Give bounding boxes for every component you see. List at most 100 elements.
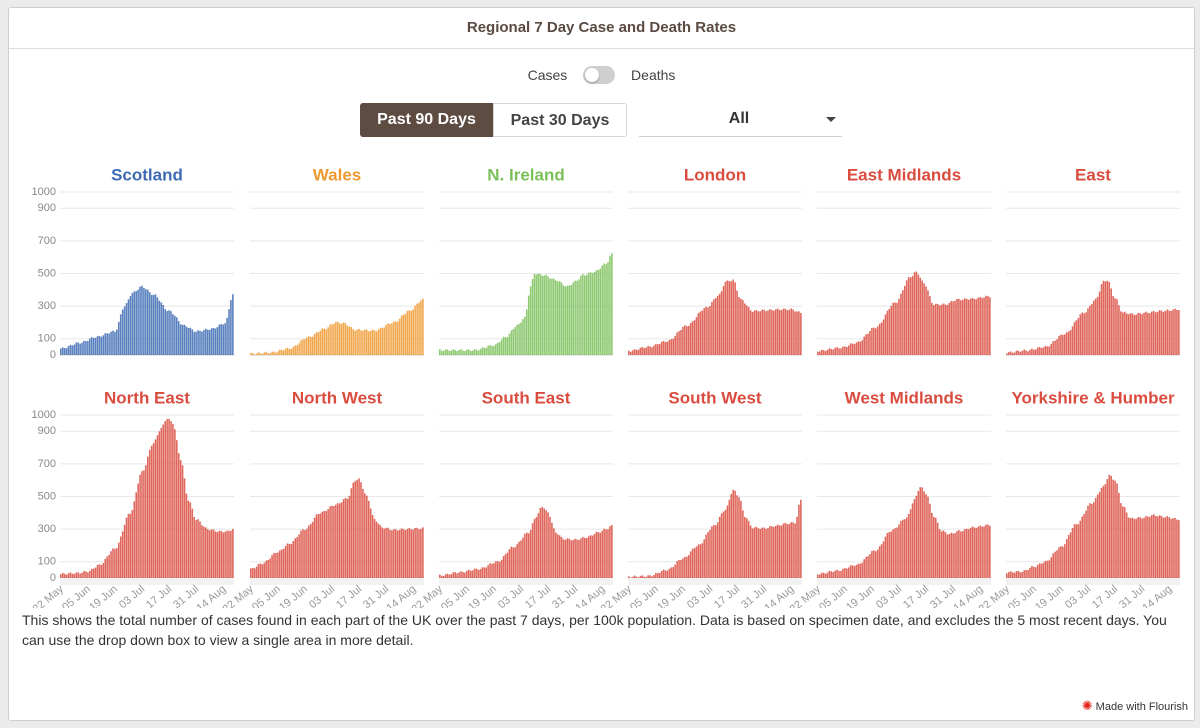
bar	[759, 311, 762, 355]
bar	[595, 270, 598, 355]
bar	[1021, 350, 1024, 355]
bar	[851, 343, 854, 355]
bar	[512, 547, 515, 578]
bar	[89, 338, 91, 355]
bar	[60, 574, 62, 578]
x-tick-label: 17 Jul	[144, 583, 174, 608]
bar	[364, 329, 366, 355]
bar	[660, 570, 663, 578]
bar	[294, 345, 297, 355]
bar	[909, 277, 912, 355]
bar	[520, 540, 522, 578]
bar	[720, 291, 723, 355]
cases-deaths-switch[interactable]	[583, 66, 616, 85]
bar	[686, 556, 688, 578]
bar	[678, 560, 680, 578]
x-tick-label: 17 Jul	[334, 583, 364, 608]
bar	[466, 570, 468, 578]
bar	[259, 353, 262, 355]
bar	[273, 351, 275, 355]
bar	[780, 310, 783, 355]
bar	[1054, 551, 1056, 578]
bar	[311, 521, 314, 578]
bar	[456, 573, 458, 578]
bar	[98, 564, 101, 578]
bar	[593, 272, 596, 355]
bar	[635, 349, 638, 355]
bar	[71, 345, 74, 355]
bar	[784, 308, 787, 355]
made-with-flourish-link[interactable]: ✺ Made with Flourish	[1082, 698, 1188, 714]
bar	[913, 499, 916, 578]
bar	[832, 571, 835, 578]
bar	[936, 522, 939, 578]
area-dropdown[interactable]: All	[639, 106, 842, 137]
bar	[873, 550, 875, 578]
bar	[187, 500, 190, 578]
bar	[92, 568, 95, 578]
past-90-days-button[interactable]: Past 90 Days	[360, 103, 493, 137]
bar	[61, 347, 64, 355]
bar	[1025, 569, 1027, 578]
bar	[69, 572, 72, 578]
bar	[1162, 311, 1165, 355]
bar	[168, 418, 170, 578]
bar	[956, 298, 958, 355]
bar	[662, 340, 665, 355]
bar	[133, 291, 136, 355]
bar	[533, 273, 536, 355]
bar	[67, 345, 70, 355]
bar	[730, 281, 733, 355]
bar	[176, 317, 178, 355]
bar	[751, 311, 754, 355]
bar	[108, 554, 110, 578]
panel-n-ireland: N. Ireland	[439, 165, 613, 356]
bar	[1064, 544, 1066, 578]
bar	[769, 309, 771, 355]
bar	[189, 502, 192, 578]
deaths-label[interactable]: Deaths	[631, 67, 676, 84]
bar	[861, 340, 864, 355]
bar	[687, 555, 690, 578]
bar	[110, 331, 112, 355]
bar	[452, 572, 455, 578]
bar	[191, 329, 194, 355]
bar	[1044, 560, 1047, 578]
bar	[1154, 312, 1157, 355]
bar	[313, 333, 316, 355]
bar	[907, 513, 910, 578]
past-30-days-button[interactable]: Past 30 Days	[493, 103, 627, 137]
bar	[1093, 502, 1095, 578]
bar	[716, 522, 719, 578]
bar	[346, 325, 349, 355]
bar	[744, 303, 746, 355]
bar	[767, 528, 769, 578]
bar	[851, 565, 854, 578]
x-tick-label: 03 Jul	[685, 583, 715, 608]
bar	[255, 353, 258, 355]
bar	[653, 575, 655, 578]
bar	[591, 535, 594, 578]
bar	[135, 291, 137, 355]
bar	[946, 305, 949, 355]
bar	[830, 571, 833, 578]
bar	[212, 327, 215, 355]
bar	[871, 550, 873, 578]
bar	[263, 352, 266, 355]
bar	[562, 285, 565, 355]
bar	[529, 529, 532, 578]
bar	[410, 529, 413, 578]
bar	[919, 487, 922, 578]
bar	[800, 499, 802, 578]
bar	[539, 273, 542, 355]
x-axis-band	[250, 578, 424, 585]
bar	[323, 510, 326, 578]
cases-label[interactable]: Cases	[527, 67, 568, 84]
bar	[884, 314, 887, 355]
bar	[921, 280, 923, 355]
x-tick-label: 17 Jul	[523, 583, 553, 608]
bar	[325, 511, 327, 578]
bar	[1046, 346, 1049, 355]
bar	[967, 529, 970, 578]
